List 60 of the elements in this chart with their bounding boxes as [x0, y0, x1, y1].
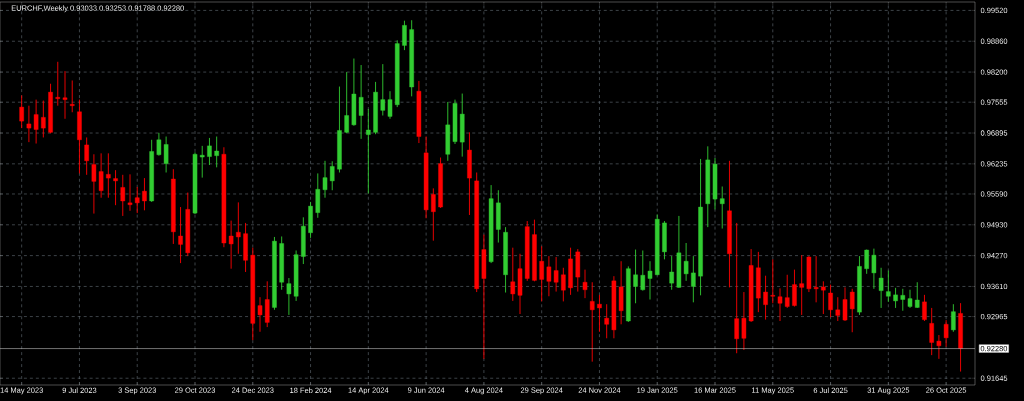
candlestick	[922, 294, 927, 322]
candlestick	[55, 61, 61, 107]
candlestick	[792, 269, 797, 307]
candlestick	[943, 319, 949, 348]
candlestick	[41, 100, 46, 138]
candlestick	[647, 260, 653, 300]
candlestick	[784, 274, 790, 309]
candlestick	[431, 187, 436, 242]
candlestick	[828, 284, 833, 318]
candlestick	[886, 270, 891, 303]
candlestick	[640, 250, 646, 292]
candlestick	[315, 172, 321, 219]
candlestick	[929, 307, 934, 356]
candlestick	[380, 63, 386, 116]
candlestick	[264, 280, 270, 328]
candlestick	[561, 267, 566, 302]
candlestick	[127, 173, 133, 212]
candlestick	[799, 254, 804, 316]
candlestick	[669, 255, 674, 291]
candlestick	[597, 294, 602, 333]
candlestick	[366, 108, 371, 194]
candlestick	[951, 303, 956, 333]
candlestick	[329, 160, 335, 191]
candlestick	[849, 288, 855, 333]
candlestick	[106, 152, 111, 199]
candlestick	[322, 160, 328, 199]
candlestick	[178, 206, 183, 264]
candlestick	[871, 248, 877, 290]
candlestick	[62, 70, 68, 120]
candlestick	[821, 280, 826, 315]
candlestick	[69, 80, 75, 113]
candlestick	[199, 145, 205, 179]
candlestick	[207, 137, 212, 166]
candlestick	[893, 287, 898, 309]
candlestick	[734, 222, 739, 354]
candlestick	[19, 94, 24, 129]
candlestick	[113, 169, 118, 206]
candlestick	[257, 296, 263, 333]
candlestick	[864, 249, 869, 275]
candlestick	[236, 201, 241, 255]
candlestick	[691, 255, 696, 303]
candlestick	[936, 334, 942, 360]
candlestick	[539, 245, 544, 302]
candlestick	[387, 90, 393, 120]
candlestick	[914, 281, 920, 309]
candlestick	[719, 186, 725, 229]
candlestick	[633, 249, 638, 304]
candlestick	[402, 20, 407, 51]
candlestick	[589, 281, 595, 363]
candlestick	[763, 275, 768, 321]
candlestick	[120, 174, 126, 217]
candlestick	[84, 137, 89, 176]
candlestick	[604, 303, 609, 339]
candlestick	[878, 267, 884, 309]
candlestick	[510, 247, 516, 302]
candlestick	[582, 269, 588, 299]
candlestick	[142, 177, 147, 211]
candlestick	[214, 136, 219, 168]
candlestick	[134, 186, 140, 214]
candlestick	[344, 71, 349, 134]
